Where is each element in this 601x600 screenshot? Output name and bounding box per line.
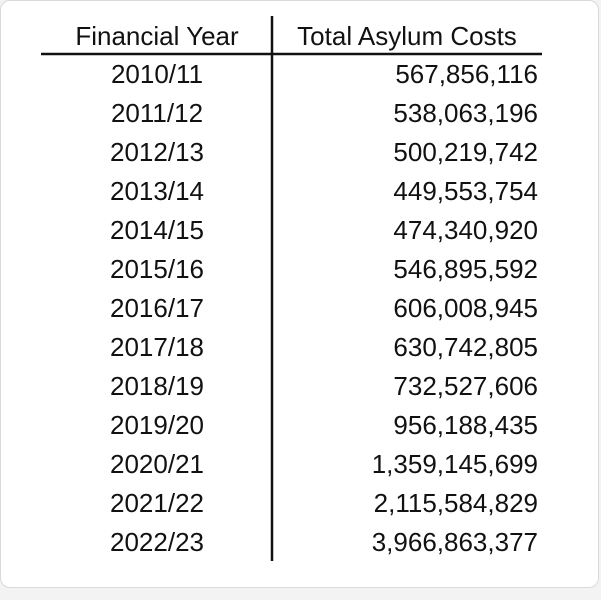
cell-financial-year: 2013/14 (110, 176, 204, 206)
cell-total-asylum-costs: 732,527,606 (393, 371, 538, 401)
cell-financial-year: 2021/22 (110, 488, 204, 518)
table-body: 2010/11 567,856,116 2011/12 538,063,196 2012… (110, 59, 538, 557)
cell-financial-year: 2015/16 (110, 254, 204, 284)
cell-financial-year: 2020/21 (110, 449, 204, 479)
cell-financial-year: 2012/13 (110, 137, 204, 167)
cell-financial-year: 2022/23 (110, 527, 204, 557)
cell-financial-year: 2010/11 (111, 59, 203, 89)
cell-financial-year: 2019/20 (110, 410, 204, 440)
cell-total-asylum-costs: 500,219,742 (393, 137, 538, 167)
cell-financial-year: 2016/17 (110, 293, 204, 323)
header-total-asylum-costs: Total Asylum Costs (297, 21, 517, 51)
cell-total-asylum-costs: 2,115,584,829 (374, 488, 538, 518)
cell-total-asylum-costs: 567,856,116 (395, 59, 538, 89)
cell-financial-year: 2017/18 (110, 332, 204, 362)
cell-total-asylum-costs: 956,188,435 (393, 410, 538, 440)
cell-total-asylum-costs: 546,895,592 (393, 254, 538, 284)
cell-total-asylum-costs: 1,359,145,699 (372, 449, 538, 479)
cell-financial-year: 2018/19 (110, 371, 204, 401)
table-card (0, 0, 599, 588)
cell-total-asylum-costs: 449,553,754 (393, 176, 538, 206)
header-financial-year: Financial Year (75, 21, 239, 51)
cell-total-asylum-costs: 538,063,196 (393, 98, 538, 128)
cell-financial-year: 2011/12 (111, 98, 203, 128)
cell-total-asylum-costs: 3,966,863,377 (372, 527, 538, 557)
cell-total-asylum-costs: 474,340,920 (393, 215, 538, 245)
cell-total-asylum-costs: 630,742,805 (393, 332, 538, 362)
cell-financial-year: 2014/15 (110, 215, 204, 245)
cell-total-asylum-costs: 606,008,945 (393, 293, 538, 323)
